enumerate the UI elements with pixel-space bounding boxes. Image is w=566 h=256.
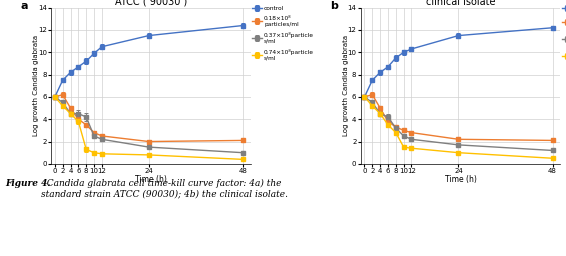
Text: Candida glabrata cell time-kill curve factor: 4a) the
standard strain ATCC (9003: Candida glabrata cell time-kill curve fa… <box>41 179 288 199</box>
Title: ATCC ( 90030 ): ATCC ( 90030 ) <box>115 0 187 7</box>
Text: b: b <box>331 2 338 12</box>
Y-axis label: Log growth Candida glabrata: Log growth Candida glabrata <box>33 35 40 136</box>
Text: Figure 4.: Figure 4. <box>6 179 51 188</box>
X-axis label: Time (h): Time (h) <box>135 175 167 184</box>
Title: clinical isolate: clinical isolate <box>426 0 495 7</box>
X-axis label: Time (h): Time (h) <box>444 175 477 184</box>
Text: a: a <box>21 2 28 12</box>
Y-axis label: Log growth Candida glabrata: Log growth Candida glabrata <box>343 35 349 136</box>
Legend: control, 0.18×10⁸
particles/ml, 0.37×10⁸particle
s/ml, 0.74×10⁸particle
s/ml: control, 0.18×10⁸ particles/ml, 0.37×10⁸… <box>251 5 315 62</box>
Legend: control, 0.18 ×
10⁸particles/ml, 0.37 ×
10⁸particles/ml, 0.74 × 10⁸
particles/ml: control, 0.18 × 10⁸particles/ml, 0.37 × … <box>560 5 566 62</box>
